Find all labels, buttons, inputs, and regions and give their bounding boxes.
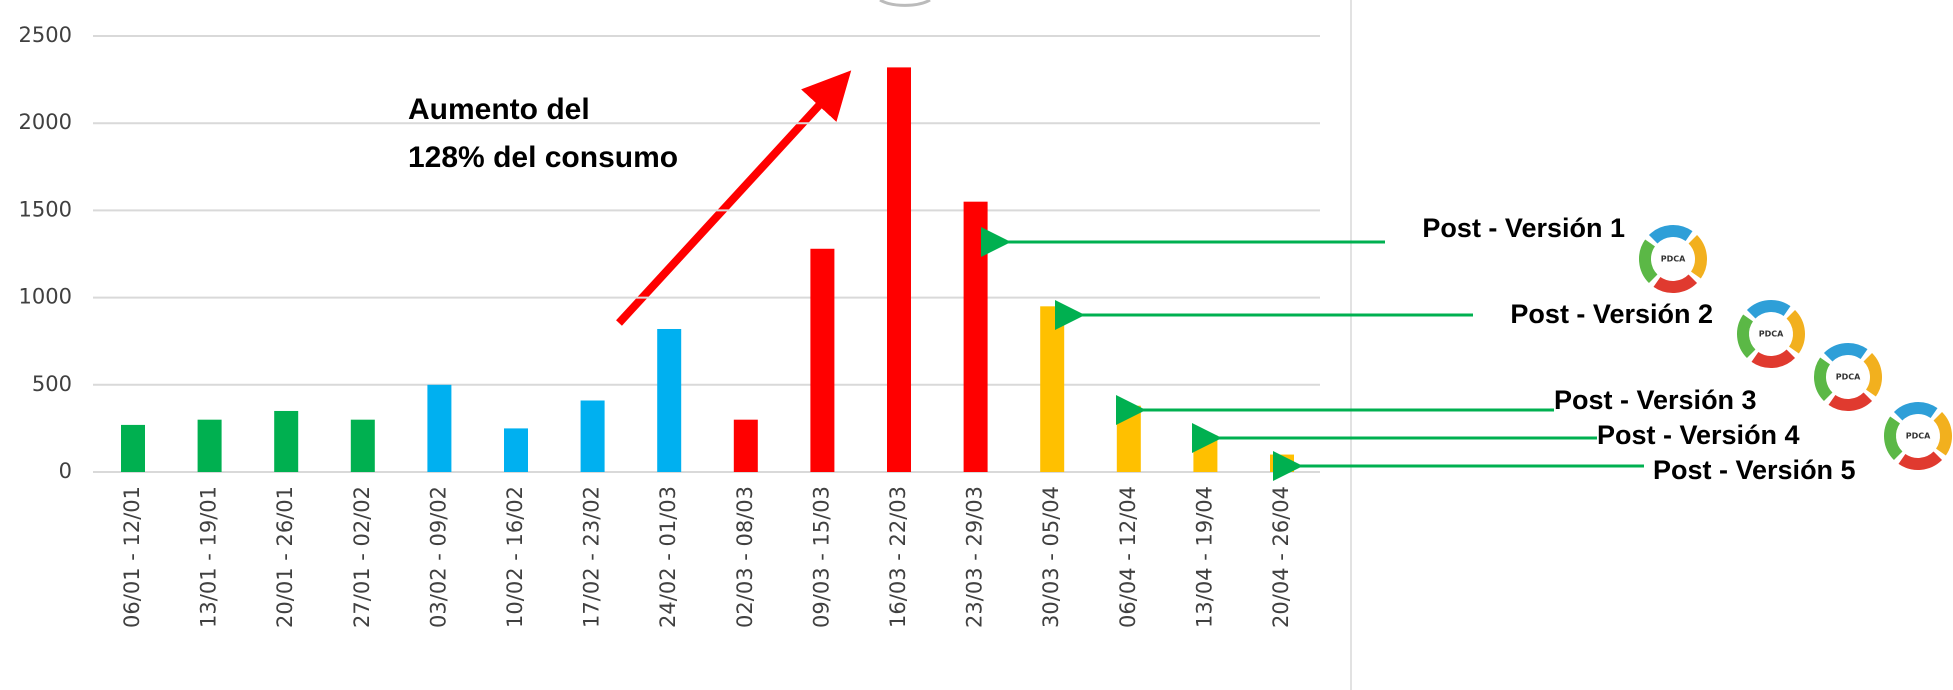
- bar: [1270, 454, 1294, 472]
- icon-segment: [1786, 309, 1805, 354]
- annotation: Aumento del: [408, 93, 590, 126]
- y-tick-label: 500: [32, 372, 72, 396]
- icon-segment: [1751, 349, 1796, 368]
- x-tick-label: 23/03 - 29/03: [963, 486, 987, 628]
- icon-segment: [1893, 402, 1938, 421]
- callout-label: Post - Versión 2: [1510, 299, 1713, 329]
- icon-center: [1902, 420, 1934, 452]
- callout-label: Post - Versión 4: [1597, 420, 1800, 450]
- x-tick-label: 16/03 - 22/03: [886, 486, 910, 628]
- x-tick-label: 09/03 - 15/03: [809, 486, 833, 628]
- icon-segment: [1737, 314, 1756, 359]
- icon-label: PDCA: [1759, 330, 1784, 339]
- icon-segment: [1814, 357, 1833, 402]
- bar: [810, 248, 835, 472]
- icon-center: [1657, 243, 1689, 275]
- icon-center: [1832, 361, 1864, 393]
- icon-center: [1755, 318, 1787, 350]
- bar: [274, 410, 299, 472]
- bar: [1193, 435, 1218, 472]
- icon-segment: [1933, 411, 1952, 456]
- icon-label: PDCA: [1661, 255, 1686, 264]
- icon-segment: [1639, 239, 1658, 284]
- bar: [733, 419, 758, 472]
- x-tick-label: 03/02 - 09/02: [426, 486, 450, 628]
- bar: [963, 201, 988, 472]
- x-tick-label: 30/03 - 05/04: [1039, 486, 1063, 628]
- icon-segment: [1863, 352, 1882, 397]
- annotation: 128% del consumo: [408, 141, 678, 174]
- icon-segment: [1828, 392, 1873, 411]
- icon-segment: [1884, 416, 1903, 461]
- bar: [350, 419, 375, 472]
- x-tick-label: 13/01 - 19/01: [197, 486, 221, 628]
- bar: [1040, 306, 1065, 472]
- bar: [121, 424, 145, 472]
- bar: [580, 400, 605, 472]
- x-tick-label: 10/02 - 16/02: [503, 486, 527, 628]
- callout-label: Post - Versión 3: [1554, 385, 1757, 415]
- x-tick-label: 13/04 - 19/04: [1192, 486, 1216, 628]
- increase-arrow: [616, 70, 852, 326]
- icon-segment: [1898, 451, 1943, 470]
- bar: [427, 384, 452, 472]
- x-tick-label: 06/04 - 12/04: [1116, 486, 1140, 628]
- callout-label: Post - Versión 5: [1653, 455, 1856, 485]
- bar: [657, 328, 682, 472]
- y-tick-label: 0: [59, 459, 72, 483]
- pdca-icon: PDCA: [1639, 225, 1707, 293]
- x-tick-label: 02/03 - 08/03: [733, 486, 757, 628]
- y-tick-label: 2000: [19, 110, 72, 134]
- pdca-icon: PDCA: [1737, 300, 1805, 368]
- bar: [887, 67, 911, 472]
- decoration: [879, 0, 931, 7]
- x-tick-label: 20/01 - 26/01: [273, 486, 297, 628]
- y-tick-label: 1000: [19, 285, 72, 309]
- y-tick-label: 2500: [19, 23, 72, 47]
- x-tick-label: 06/01 - 12/01: [120, 486, 144, 628]
- icon-segment: [1823, 343, 1868, 362]
- pdca-icon: PDCA: [1814, 343, 1882, 411]
- icon-label: PDCA: [1836, 373, 1861, 382]
- icon-label: PDCA: [1906, 432, 1931, 441]
- bar: [504, 428, 528, 472]
- bar: [197, 419, 222, 472]
- y-tick-label: 1500: [19, 197, 72, 221]
- pdca-icon: PDCA: [1884, 402, 1952, 470]
- callout-label: Post - Versión 1: [1422, 213, 1625, 243]
- x-tick-label: 27/01 - 02/02: [350, 486, 374, 628]
- icon-segment: [1746, 300, 1791, 319]
- x-tick-label: 24/02 - 01/03: [656, 486, 680, 628]
- icon-segment: [1653, 274, 1698, 293]
- icon-segment: [1688, 234, 1707, 279]
- bar: [1116, 405, 1141, 472]
- x-tick-label: 17/02 - 23/02: [580, 486, 604, 628]
- icon-segment: [1648, 225, 1693, 244]
- x-tick-label: 20/04 - 26/04: [1269, 486, 1293, 628]
